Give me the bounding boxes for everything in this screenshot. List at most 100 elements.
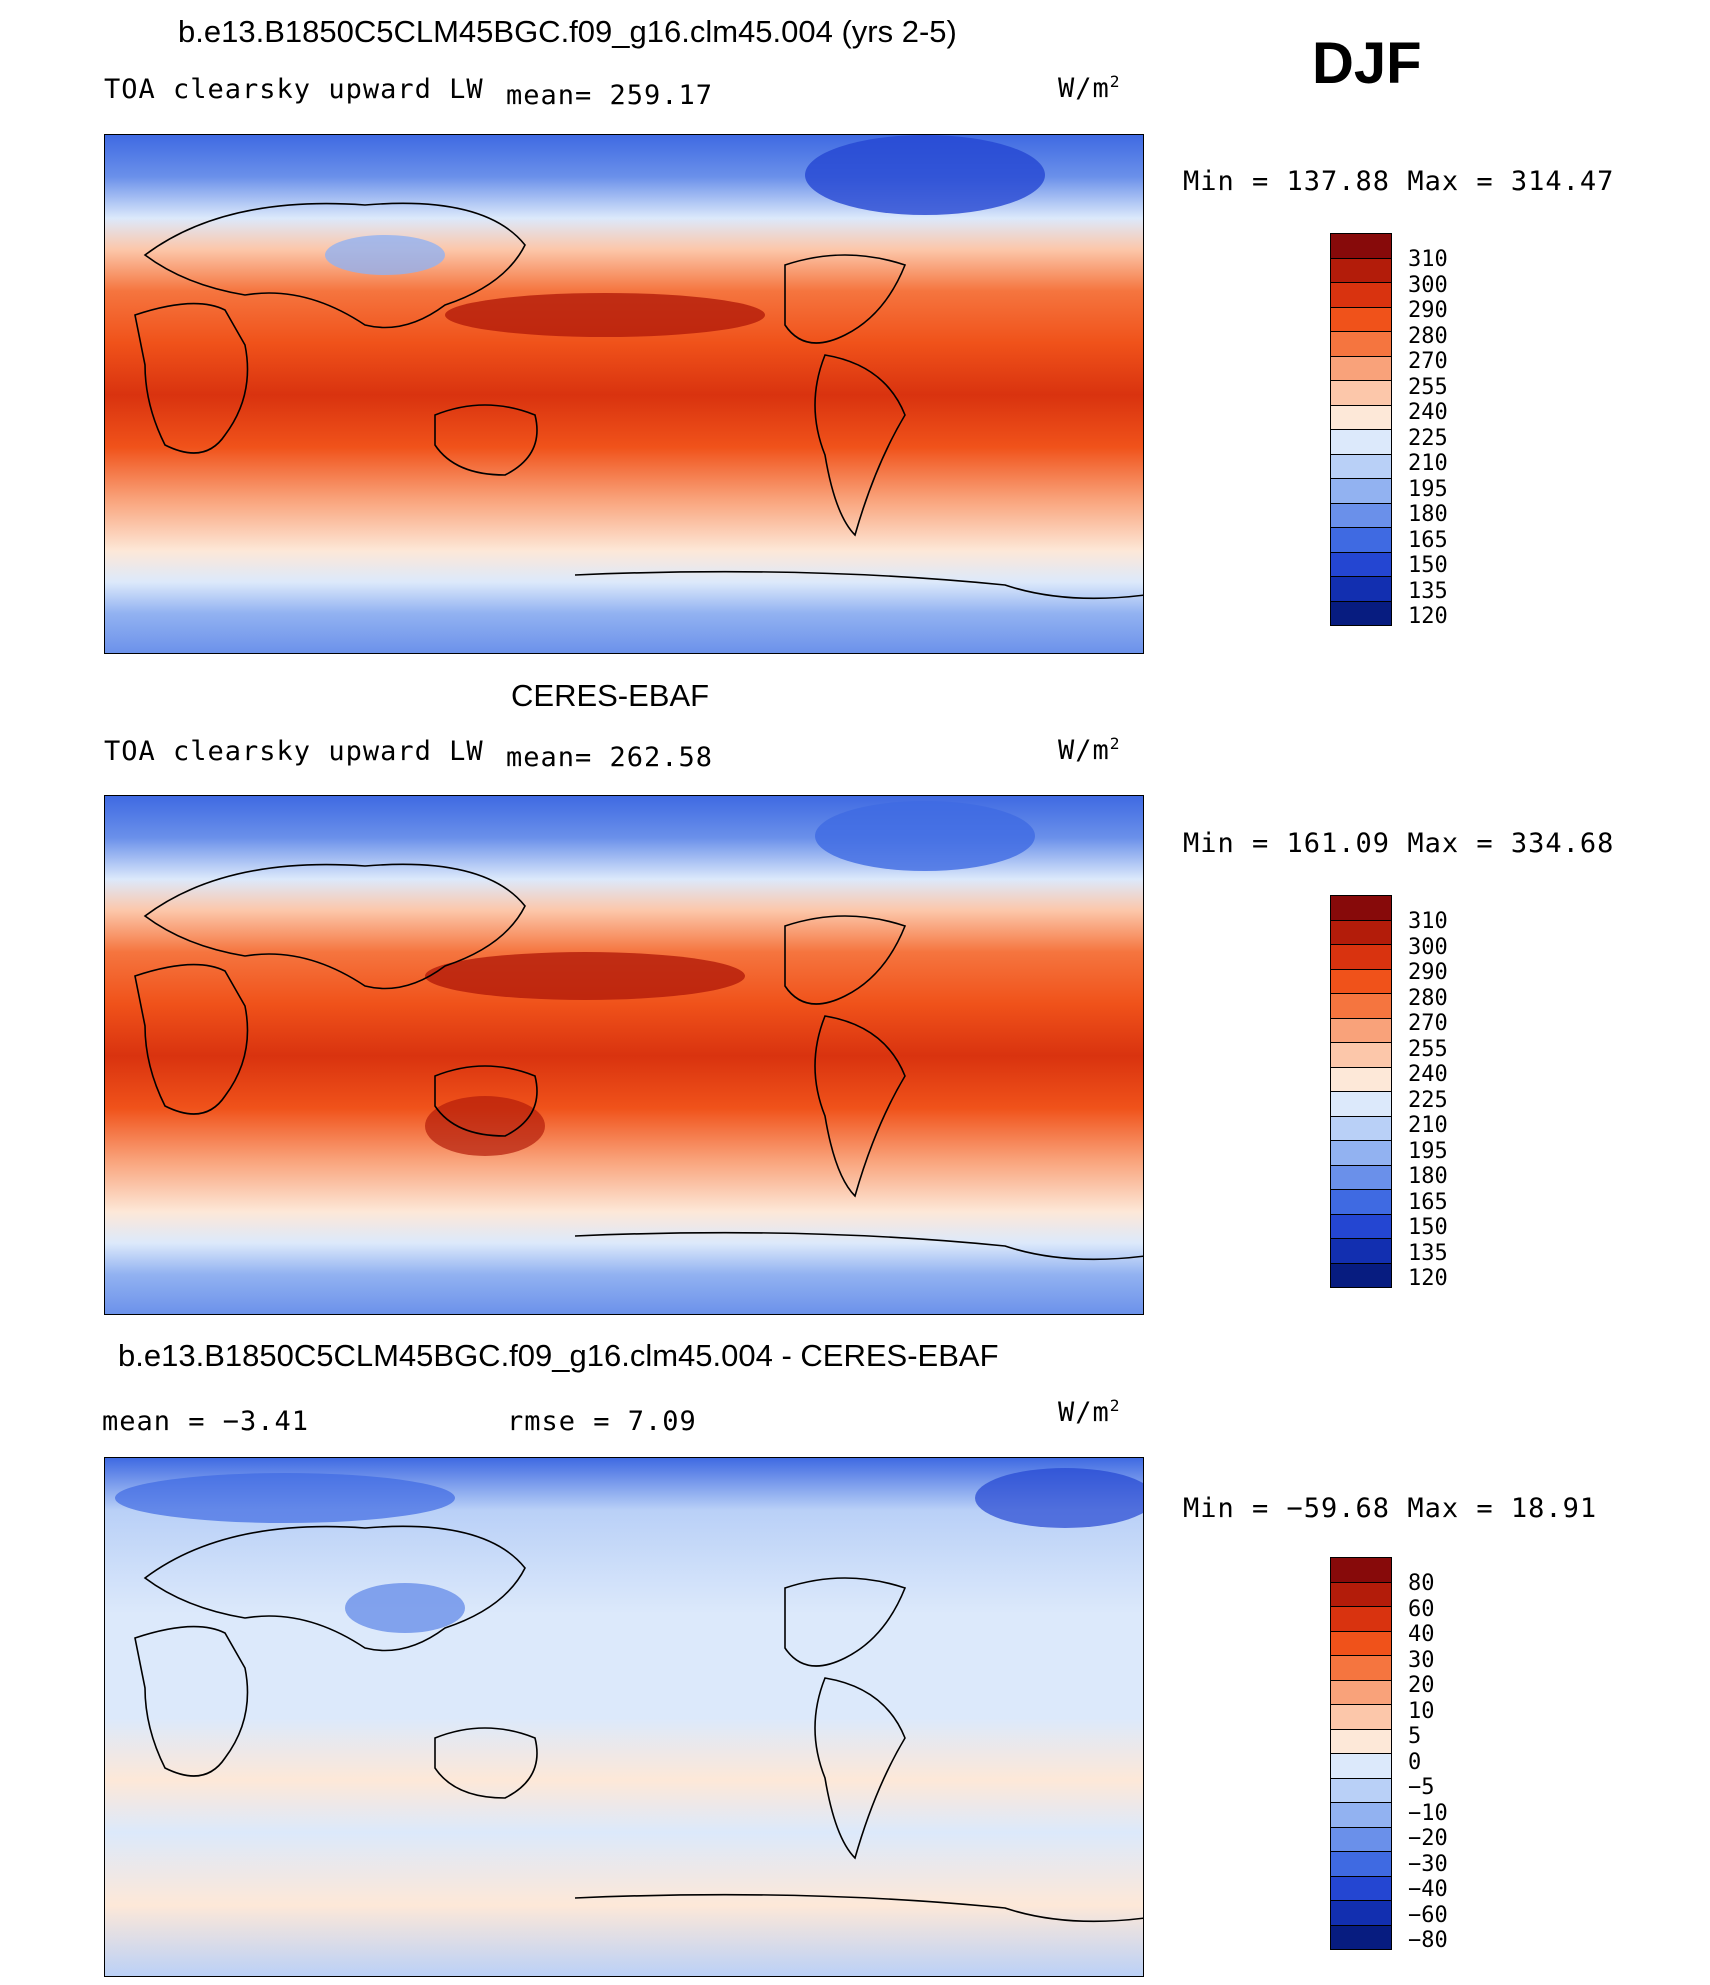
colorbar-tick-label: 290: [1408, 960, 1448, 985]
season-label: DJF: [1312, 31, 1422, 96]
colorbar-tick-label: 225: [1408, 425, 1448, 451]
panel2-title: CERES-EBAF: [511, 678, 710, 713]
panel1-mean: mean= 259.17: [506, 80, 714, 111]
colorbar-tick-label: 80: [1408, 1571, 1435, 1596]
panel3-map-svg: [105, 1458, 1143, 1976]
colorbar-tick-label: −30: [1408, 1851, 1448, 1877]
colorbar-tick-label: −5: [1408, 1775, 1435, 1800]
colorbar-swatch: [1330, 1238, 1392, 1264]
colorbar-swatch: [1330, 257, 1392, 283]
panel1-units: W/m2: [1058, 72, 1121, 104]
colorbar-tick-label: 40: [1408, 1622, 1435, 1647]
panel2-variable: TOA clearsky upward LW: [104, 736, 484, 767]
colorbar-swatch: [1330, 1630, 1392, 1656]
colorbar-tick-label: 60: [1408, 1596, 1435, 1622]
panel1-minmax: Min = 137.88 Max = 314.47: [1183, 166, 1615, 197]
panel2-cold-arctic: [815, 801, 1035, 871]
colorbar-tick-label: 180: [1408, 502, 1448, 527]
colorbar-tick-label: −60: [1408, 1902, 1448, 1928]
colorbar-tick-label: 120: [1408, 1266, 1448, 1291]
colorbar-tick-label: −10: [1408, 1800, 1448, 1826]
panel1-cold-arctic: [805, 135, 1045, 215]
colorbar-swatch: [1330, 600, 1392, 626]
colorbar-swatch: [1330, 1557, 1392, 1583]
colorbar-tick-label: 195: [1408, 476, 1448, 502]
colorbar-tick-label: 270: [1408, 1011, 1448, 1036]
colorbar-swatch: [1330, 1802, 1392, 1828]
colorbar-swatch: [1330, 1091, 1392, 1117]
panel3-mean: mean = −3.41: [102, 1406, 310, 1437]
colorbar-swatch: [1330, 429, 1392, 455]
colorbar-swatch: [1330, 1017, 1392, 1043]
colorbar-tick-label: 10: [1408, 1698, 1435, 1724]
colorbar-swatch: [1330, 1606, 1392, 1632]
panel2-warm-pool: [425, 952, 745, 1000]
colorbar-tick-label: 150: [1408, 1215, 1448, 1240]
colorbar-swatch: [1330, 1753, 1392, 1779]
panel1-coastlines: [134, 202, 1143, 600]
colorbar-swatch: [1330, 895, 1392, 921]
colorbar-tick-label: 135: [1408, 1240, 1448, 1266]
colorbar-tick-label: 225: [1408, 1087, 1448, 1113]
colorbar-swatch: [1330, 1655, 1392, 1681]
panel3-rmse: rmse = 7.09: [507, 1406, 697, 1437]
colorbar-swatch: [1330, 993, 1392, 1019]
panel2-colorbar-labels: 310 300 290 280 270 255 240 225 210 195 180 165 150 1…: [1408, 909, 1448, 1292]
colorbar-tick-label: 195: [1408, 1138, 1448, 1164]
colorbar-tick-label: 280: [1408, 323, 1448, 349]
colorbar-tick-label: 5: [1408, 1724, 1422, 1749]
panel1-tibet: [325, 235, 445, 275]
colorbar-tick-label: 240: [1408, 400, 1448, 425]
colorbar-swatch: [1330, 1875, 1392, 1901]
colorbar-swatch: [1330, 355, 1392, 381]
colorbar-swatch: [1330, 1213, 1392, 1239]
colorbar-tick-label: 290: [1408, 298, 1448, 323]
panel2-coastlines: [134, 863, 1143, 1261]
colorbar-swatch: [1330, 1924, 1392, 1950]
colorbar-tick-label: 270: [1408, 349, 1448, 374]
colorbar-tick-label: 30: [1408, 1647, 1435, 1673]
colorbar-swatch: [1330, 968, 1392, 994]
colorbar-swatch: [1330, 502, 1392, 528]
colorbar-swatch: [1330, 404, 1392, 430]
panel3-map: [104, 1457, 1144, 1977]
colorbar-tick-label: 280: [1408, 985, 1448, 1011]
colorbar-swatch: [1330, 331, 1392, 357]
colorbar-tick-label: 135: [1408, 578, 1448, 604]
colorbar-tick-label: −80: [1408, 1928, 1448, 1953]
colorbar-swatch: [1330, 1189, 1392, 1215]
colorbar-swatch: [1330, 1140, 1392, 1166]
colorbar-tick-label: 210: [1408, 451, 1448, 476]
colorbar-tick-label: 310: [1408, 247, 1448, 272]
colorbar-swatch: [1330, 1777, 1392, 1803]
colorbar-swatch: [1330, 527, 1392, 553]
colorbar-swatch: [1330, 551, 1392, 577]
panel1-variable: TOA clearsky upward LW: [104, 74, 484, 105]
panel1-colorbar-swatches: [1330, 233, 1392, 626]
colorbar-tick-label: 165: [1408, 527, 1448, 553]
colorbar-tick-label: 255: [1408, 1036, 1448, 1062]
panel2-australia-hot: [425, 1096, 545, 1156]
colorbar-tick-label: 165: [1408, 1189, 1448, 1215]
colorbar-swatch: [1330, 1826, 1392, 1852]
colorbar-tick-label: 310: [1408, 909, 1448, 934]
colorbar-tick-label: 255: [1408, 374, 1448, 400]
panel3-colorbar-labels: 80 60 40 30 20 10 5 0 −5 −10 −20 −30 −40 −60 −80: [1408, 1571, 1448, 1954]
panel3-field: [105, 1458, 1143, 1976]
panel3-coastlines: [134, 1525, 1143, 1923]
panel3-title: b.e13.B1850C5CLM45BGC.f09_g16.clm45.004 …: [118, 1338, 999, 1373]
colorbar-swatch: [1330, 1728, 1392, 1754]
panel3-minmax: Min = −59.68 Max = 18.91: [1183, 1493, 1598, 1524]
panel3-greenland-bias: [975, 1468, 1143, 1528]
colorbar-swatch: [1330, 306, 1392, 332]
panel1-title: b.e13.B1850C5CLM45BGC.f09_g16.clm45.004 …: [178, 14, 957, 49]
panel3-colorbar-swatches: [1330, 1557, 1392, 1950]
colorbar-swatch: [1330, 1066, 1392, 1092]
colorbar-swatch: [1330, 380, 1392, 406]
panel1-map-svg: [105, 135, 1143, 653]
colorbar-swatch: [1330, 282, 1392, 308]
colorbar-tick-label: 300: [1408, 272, 1448, 298]
colorbar-swatch: [1330, 1851, 1392, 1877]
panel1-warm-pool: [445, 293, 765, 337]
colorbar-tick-label: −40: [1408, 1877, 1448, 1902]
